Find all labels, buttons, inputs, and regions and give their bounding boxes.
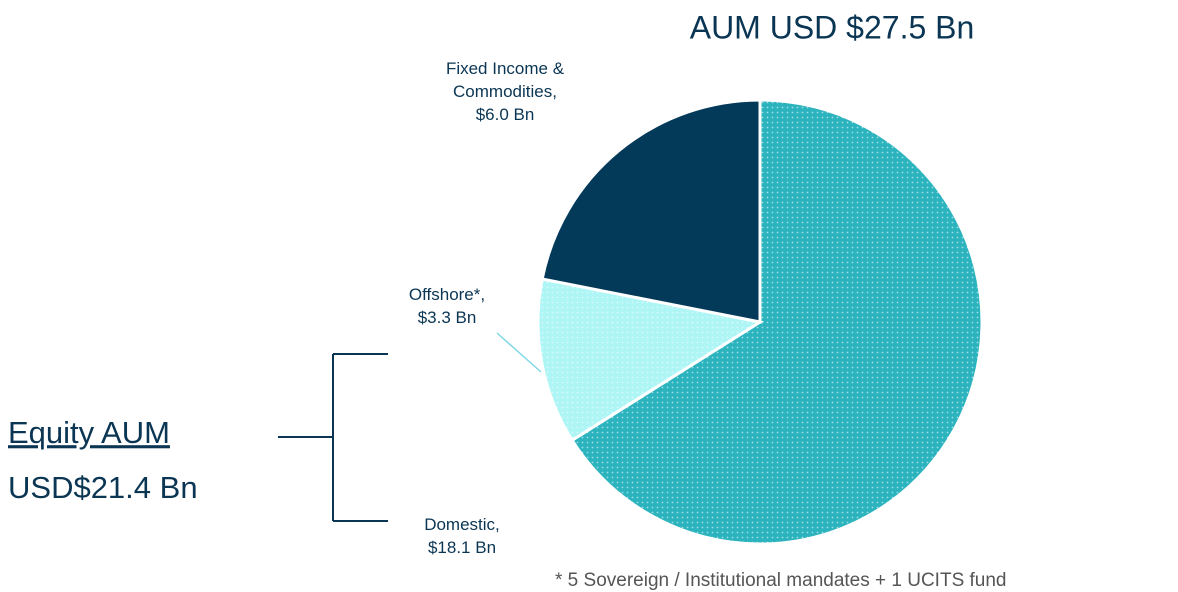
category-label: Domestic,	[424, 515, 500, 534]
value-label: $18.1 Bn	[427, 538, 497, 557]
slices	[536, 98, 984, 546]
annotation: Equity AUM	[8, 415, 170, 450]
category-label: Offshore*,	[408, 285, 486, 304]
slice-texture	[572, 100, 982, 544]
leader-line	[496, 332, 542, 373]
slice-texture	[538, 279, 760, 441]
value-label: $6.0 Bn	[475, 105, 535, 124]
data-label: Domestic, $18.1 Bn	[362, 513, 562, 559]
value-label: $3.3 Bn	[417, 308, 477, 327]
footnote: * 5 Sovereign / Institutional mandates +…	[555, 570, 1007, 591]
bracket	[278, 353, 388, 522]
data-label: Fixed Income & Commodities, $6.0 Bn	[405, 57, 605, 126]
category-label: Fixed Income & Commodities,	[445, 59, 565, 101]
data-label: Offshore*, $3.3 Bn	[347, 283, 547, 329]
chart-title: AUM USD $27.5 Bn	[690, 9, 975, 45]
annotation: USD$21.4 Bn	[8, 470, 198, 505]
pie-slice	[540, 98, 762, 324]
